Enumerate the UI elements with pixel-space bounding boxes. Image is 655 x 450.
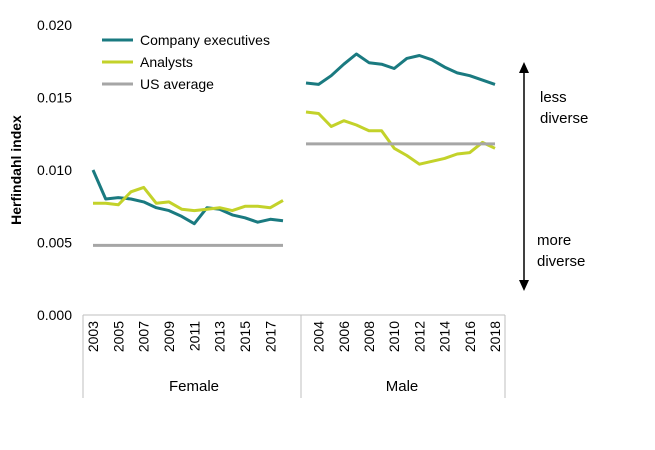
y-tick-label: 0.015	[37, 90, 72, 106]
x-tick-label-male: 2012	[411, 321, 427, 352]
x-tick-label-female: 2003	[85, 321, 101, 352]
x-tick-label-female: 2017	[262, 321, 278, 352]
group-label-female: Female	[169, 378, 219, 395]
y-axis-ticks: 0.000 0.005 0.010 0.015 0.020	[37, 17, 72, 323]
y-tick-label: 0.010	[37, 162, 72, 178]
x-tick-label-female: 2011	[186, 321, 202, 351]
legend-label-us-average: US average	[140, 76, 214, 92]
series-line-male-company-executives	[305, 52, 496, 86]
series-line-female-company-executives	[91, 169, 284, 226]
x-axis-ticks: 2003 2005 2007 2009 2011 2013 2015 2017 2004 2006…	[85, 321, 503, 352]
series-line-female-analysts	[93, 185, 284, 213]
arrow-up-icon	[519, 62, 529, 73]
y-axis-title: Herfindahl index	[8, 115, 24, 225]
x-tick-label-male: 2010	[386, 321, 402, 352]
legend: Company executives Analysts US average	[102, 32, 270, 92]
legend-label-analysts: Analysts	[140, 54, 193, 70]
legend-label-executives: Company executives	[140, 32, 270, 48]
y-tick-label: 0.005	[37, 235, 72, 251]
x-tick-label-female: 2005	[110, 321, 126, 352]
y-tick-label: 0.020	[37, 17, 72, 33]
x-tick-label-female: 2013	[212, 321, 228, 352]
annotation-less-diverse: diverse	[540, 110, 588, 127]
x-tick-label-female: 2009	[161, 321, 177, 352]
annotation-more-diverse: diverse	[537, 253, 585, 270]
series-line-male-analysts	[305, 110, 496, 166]
x-tick-label-female: 2007	[136, 321, 152, 352]
x-tick-label-female: 2015	[237, 321, 253, 352]
x-tick-label-male: 2016	[462, 321, 478, 352]
group-label-male: Male	[386, 378, 419, 395]
x-tick-label-male: 2008	[361, 321, 377, 352]
y-tick-label: 0.000	[37, 307, 72, 323]
x-tick-label-male: 2006	[336, 321, 352, 352]
arrow-down-icon	[519, 280, 529, 291]
series-layer	[91, 52, 496, 247]
x-tick-label-male: 2018	[487, 321, 503, 352]
x-tick-label-male: 2014	[437, 321, 453, 352]
annotation-less: less	[540, 89, 567, 106]
x-tick-label-male: 2004	[311, 321, 327, 352]
diversity-arrow	[519, 62, 529, 291]
annotation-more: more	[537, 232, 571, 249]
